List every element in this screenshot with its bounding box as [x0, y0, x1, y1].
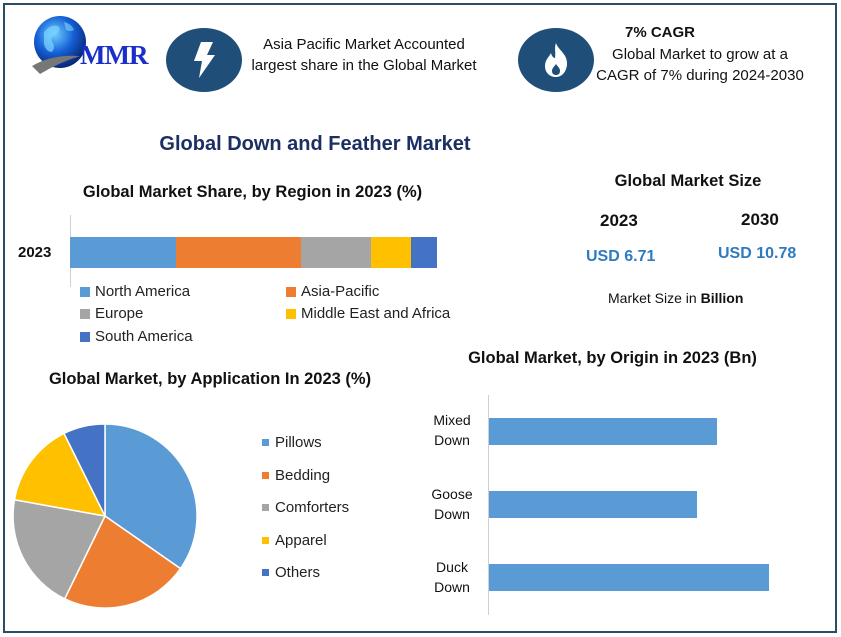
legend-comforters: Comforters [262, 499, 349, 516]
legend-pillows: Pillows [262, 434, 322, 451]
mmr-logo: MMR [30, 12, 150, 92]
legend-bedding: Bedding [262, 467, 330, 484]
market-size-value-2030: USD 10.78 [718, 245, 797, 262]
legend-swatch [262, 537, 269, 544]
pie-slice-others [62, 423, 106, 517]
region-chart-category-label: 2023 [18, 244, 52, 261]
legend-swatch [286, 308, 296, 319]
origin-label-goose-down: Goose Down [431, 486, 473, 522]
market-size-title: Global Market Size [614, 172, 762, 190]
legend-swatch [286, 286, 296, 297]
bar-segment-middle-east-africa [370, 237, 412, 268]
legend-asia-pacific: Asia-Pacific [286, 283, 379, 300]
origin-chart-title: Global Market, by Origin in 2023 (Bn) [468, 349, 757, 367]
origin-label-mixed-down: Mixed Down [433, 412, 471, 448]
lightning-bolt-icon [166, 28, 242, 92]
origin-chart-axis [488, 395, 489, 615]
legend-swatch [262, 439, 269, 446]
pie-slice-pillows [104, 423, 198, 570]
origin-bar-duck-down [489, 564, 769, 591]
region-chart-title: Global Market Share, by Region in 2023 (… [82, 183, 423, 201]
legend-swatch [262, 472, 269, 479]
origin-bar-mixed-down [489, 418, 717, 445]
legend-europe: Europe [80, 305, 143, 322]
pie-slice-apparel [13, 432, 107, 518]
globe-icon [32, 16, 86, 74]
legend-swatch [80, 331, 90, 342]
cagr-title: 7% CAGR [624, 24, 695, 41]
legend-others: Others [262, 564, 320, 581]
market-size-year-2023: 2023 [600, 211, 638, 230]
highlight-asia-pacific-text: Asia Pacific Market Accounted largest sh… [251, 36, 477, 74]
legend-swatch [80, 308, 90, 319]
legend-swatch [262, 569, 269, 576]
flame-icon [518, 28, 594, 92]
market-size-unit-note: Market Size in Billion [608, 290, 744, 306]
bar-segment-europe [301, 237, 371, 268]
legend-swatch [80, 286, 90, 297]
origin-bar-goose-down [489, 491, 697, 518]
bar-segment-north-america [70, 237, 177, 268]
legend-apparel: Apparel [262, 532, 327, 549]
origin-label-duck-down: Duck Down [434, 559, 470, 595]
legend-north-america: North America [80, 283, 190, 300]
legend-middle-east-africa: Middle East and Africa [286, 305, 450, 322]
application-chart-title: Global Market, by Application In 2023 (%… [48, 370, 372, 388]
application-pie-chart [12, 423, 198, 609]
legend-south-america: South America [80, 328, 193, 345]
market-size-year-2030: 2030 [741, 210, 779, 229]
region-stacked-bar [70, 237, 437, 268]
cagr-description: Global Market to grow at a CAGR of 7% du… [596, 46, 804, 84]
legend-swatch [262, 504, 269, 511]
pie-slice-comforters [12, 498, 107, 600]
pie-slice-bedding [63, 514, 182, 609]
page-title: Global Down and Feather Market [159, 133, 471, 155]
bar-segment-asia-pacific [176, 237, 302, 268]
bar-segment-south-america [411, 237, 437, 268]
market-size-value-2023: USD 6.71 [586, 248, 656, 265]
